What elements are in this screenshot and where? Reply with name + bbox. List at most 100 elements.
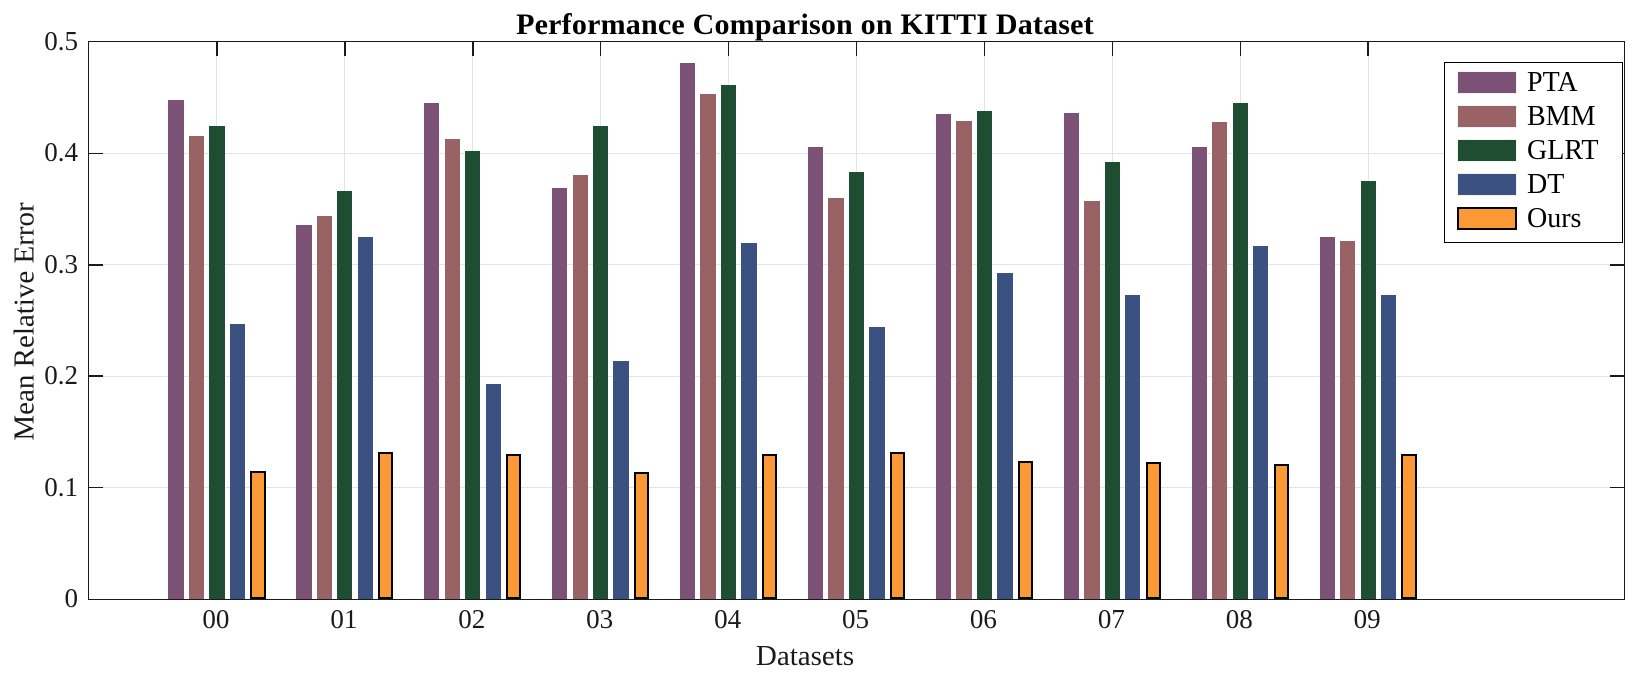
bar-dt-08 (1253, 245, 1269, 599)
bar-dt-02 (485, 384, 501, 599)
bar-ours-05 (889, 451, 906, 599)
x-tick-label: 06 (969, 604, 997, 634)
bar-bmm-06 (956, 121, 972, 599)
bar-dt-04 (741, 242, 757, 599)
bar-pta-08 (1191, 146, 1207, 599)
legend-label-pta: PTA (1527, 67, 1578, 98)
bar-ours-03 (633, 472, 650, 599)
legend-swatch-pta (1457, 71, 1517, 94)
x-axis-label: Datasets (755, 640, 855, 672)
bar-bmm-05 (828, 197, 844, 599)
y-tick-label: 0 (64, 583, 79, 613)
y-tick-left (89, 152, 103, 155)
legend-item-pta: PTA (1445, 67, 1622, 98)
legend-item-bmm: BMM (1445, 101, 1622, 132)
bar-dt-06 (997, 272, 1013, 599)
x-tick-top (1239, 42, 1241, 56)
bar-bmm-03 (572, 174, 588, 599)
bar-glrt-06 (976, 111, 993, 599)
bar-pta-05 (807, 146, 824, 599)
bar-ours-02 (506, 454, 522, 599)
bar-bmm-02 (444, 138, 460, 599)
x-tick-top (983, 42, 986, 56)
bar-ours-04 (761, 454, 778, 599)
bar-dt-07 (1125, 294, 1141, 599)
bar-pta-04 (679, 63, 696, 599)
x-tick-label: 00 (202, 604, 230, 634)
bar-ours-01 (378, 451, 394, 599)
legend-swatch-dt (1457, 173, 1517, 196)
x-tick-top (1111, 42, 1114, 56)
y-tick-right (1610, 264, 1624, 266)
x-tick-top (855, 42, 858, 56)
bar-bmm-00 (188, 135, 205, 599)
y-tick-left (89, 486, 103, 489)
legend-label-dt: DT (1527, 169, 1565, 200)
y-axis-label: Mean Relative Error (8, 202, 41, 441)
bar-bmm-01 (316, 215, 332, 599)
bar-glrt-02 (465, 151, 481, 599)
y-tick-label: 0.1 (44, 471, 78, 502)
bar-bmm-08 (1212, 122, 1228, 599)
y-tick-left (89, 375, 103, 377)
bar-pta-07 (1063, 113, 1080, 599)
legend-swatch-bmm (1457, 105, 1517, 128)
legend-label-glrt: GLRT (1527, 135, 1599, 166)
x-tick-label: 01 (330, 604, 358, 634)
legend-item-dt: DT (1445, 169, 1622, 200)
x-tick-label: 07 (1097, 604, 1125, 634)
bar-ours-06 (1017, 460, 1033, 599)
bar-pta-01 (296, 224, 312, 599)
bar-dt-03 (613, 360, 629, 599)
bar-glrt-08 (1232, 103, 1248, 599)
x-tick-top (472, 42, 474, 56)
legend-label-bmm: BMM (1527, 101, 1596, 132)
bar-bmm-07 (1084, 201, 1100, 599)
chart-title: Performance Comparison on KITTI Dataset (516, 8, 1094, 41)
legend-swatch-ours (1457, 207, 1517, 230)
bar-ours-09 (1401, 454, 1417, 599)
bar-pta-06 (935, 114, 952, 599)
bar-dt-09 (1380, 294, 1397, 599)
bar-ours-00 (250, 470, 266, 599)
bar-glrt-03 (593, 125, 609, 599)
bar-glrt-05 (848, 172, 865, 599)
bar-pta-03 (552, 187, 568, 599)
y-tick-right (1610, 375, 1624, 377)
bar-bmm-09 (1340, 241, 1356, 599)
legend: PTA BMM GLRT DT Ours (1444, 62, 1623, 243)
bar-glrt-07 (1104, 162, 1120, 599)
x-tick-label: 02 (458, 604, 486, 634)
y-tick-right (1610, 486, 1624, 489)
y-tick-label: 0.5 (44, 26, 78, 56)
x-tick-top (344, 42, 346, 56)
legend-item-ours: Ours (1445, 203, 1622, 234)
bar-ours-07 (1145, 461, 1161, 599)
legend-swatch-glrt (1457, 139, 1517, 162)
bar-pta-02 (424, 103, 440, 599)
x-tick-label: 05 (842, 604, 869, 634)
bar-dt-05 (869, 327, 885, 599)
bar-glrt-04 (720, 85, 737, 599)
bar-glrt-01 (337, 191, 353, 599)
x-tick-top (216, 42, 218, 56)
x-tick-top (727, 42, 730, 56)
bar-pta-09 (1319, 236, 1335, 599)
x-tick-top (599, 42, 602, 56)
legend-item-glrt: GLRT (1445, 135, 1622, 166)
bar-dt-01 (357, 236, 373, 599)
legend-label-ours: Ours (1527, 203, 1582, 234)
bar-bmm-04 (700, 94, 716, 599)
x-tick-label: 03 (586, 604, 614, 634)
y-tick-label: 0.4 (44, 137, 78, 168)
y-tick-label: 0.2 (44, 360, 78, 391)
x-tick-label: 08 (1225, 604, 1253, 634)
y-tick-label: 0.3 (44, 248, 78, 279)
x-tick-label: 09 (1353, 604, 1381, 634)
x-tick-label: 04 (714, 604, 742, 634)
y-tick-left (89, 264, 103, 266)
bar-pta-00 (168, 99, 184, 599)
bar-dt-00 (229, 323, 246, 599)
plot-area: PTA BMM GLRT DT Ours (88, 41, 1625, 600)
